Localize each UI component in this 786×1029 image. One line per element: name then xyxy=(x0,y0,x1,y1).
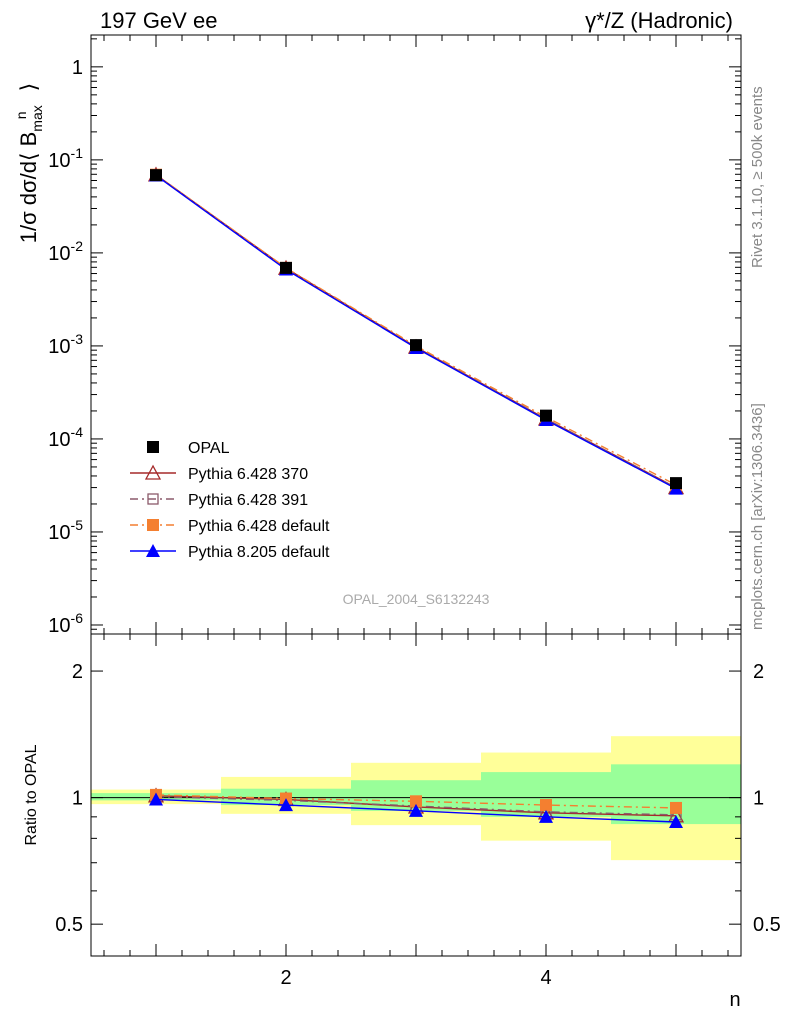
main-point-opal-1 xyxy=(150,169,162,182)
ratio-y-axis-label: Ratio to OPAL xyxy=(23,744,40,845)
main-y-tick-label: 1 xyxy=(72,57,83,79)
x-tick-label-4: 4 xyxy=(540,967,551,989)
ratio-y-tick-label-2: 2 xyxy=(72,661,83,683)
legend-marker-pythia-6-428-default xyxy=(147,519,159,531)
ratio-point-pythia-6-428-default-4 xyxy=(540,799,552,812)
legend-label-pythia-6-428-391: Pythia 6.428 391 xyxy=(188,492,308,509)
legend-label-pythia-8-205-default: Pythia 8.205 default xyxy=(188,544,330,561)
ratio-point-pythia-8-205-default-3 xyxy=(409,803,423,817)
ratio-y-tick-label-right-1: 1 xyxy=(753,788,764,810)
ratio-point-pythia-8-205-default-5 xyxy=(669,814,683,828)
ratio-line-pythia-6-428-default xyxy=(155,794,677,809)
main-y-tick-label: 10-6 xyxy=(48,610,83,637)
x-tick-label-2: 2 xyxy=(280,967,291,989)
main-line-pythia-6-428-default xyxy=(155,174,677,486)
ratio-point-pythia-8-205-default-1 xyxy=(149,792,163,806)
legend-marker-pythia-8-205-default xyxy=(146,544,160,557)
legend-label-opal: OPAL xyxy=(188,440,230,457)
ratio-point-pythia-8-205-default-2 xyxy=(279,798,293,812)
main-y-tick-label: 10-3 xyxy=(48,331,83,358)
ratio-y-tick-label-right-2: 2 xyxy=(753,661,764,683)
legend-label-pythia-6-428-default: Pythia 6.428 default xyxy=(188,518,330,535)
legend: OPAL Pythia 6.428 370 Pythia 6.428 391 Pyth… xyxy=(130,440,330,561)
title-left: 197 GeV ee xyxy=(100,8,217,33)
main-point-opal-5 xyxy=(670,477,682,490)
ratio-point-pythia-8-205-default-4 xyxy=(539,809,553,823)
x-axis-label: n xyxy=(729,989,740,1011)
main-y-axis-label: 1/σ dσ/d⟨ Bmaxn ⟩ xyxy=(13,83,45,244)
legend-label-pythia-6-428-370: Pythia 6.428 370 xyxy=(188,466,308,483)
legend-marker-opal xyxy=(147,441,159,453)
main-line-pythia-6-428-370 xyxy=(155,174,677,489)
legend-marker-pythia-6-428-370 xyxy=(144,464,162,480)
main-point-opal-3 xyxy=(410,339,422,352)
main-line-pythia-6-428-391 xyxy=(155,174,677,489)
analysis-watermark: OPAL_2004_S6132243 xyxy=(343,591,490,607)
ratio-y-tick-label-1: 1 xyxy=(72,788,83,810)
main-point-opal-4 xyxy=(540,409,552,422)
series-layer xyxy=(147,166,685,828)
main-line-pythia-8-205-default xyxy=(155,174,677,490)
main-y-tick-label: 10-2 xyxy=(48,238,83,265)
inner-band-bin-5 xyxy=(611,764,741,825)
axes: 2 4 1 10-1 10-2 10-3 10-4 10-5 10-6 0.5 0.5 1 1 2 2 xyxy=(48,34,781,989)
ratio-point-pythia-6-428-default-3 xyxy=(410,795,422,808)
main-y-tick-label: 10-1 xyxy=(48,145,83,172)
ratio-line-pythia-6-428-391 xyxy=(155,795,677,816)
ratio-y-tick-label-0.5: 0.5 xyxy=(55,914,83,936)
ratio-point-pythia-6-428-default-5 xyxy=(670,801,682,814)
rivet-version-label: Rivet 3.1.10, ≥ 500k events xyxy=(749,86,766,268)
mcplots-label: mcplots.cern.ch [arXiv:1306.3436] xyxy=(749,403,766,630)
main-point-opal-2 xyxy=(280,261,292,274)
legend-marker-pythia-6-428-391 xyxy=(147,493,159,505)
main-y-tick-label: 10-4 xyxy=(48,424,83,451)
ratio-y-tick-label-right-0.5: 0.5 xyxy=(753,914,781,936)
title-right: γ*/Z (Hadronic) xyxy=(585,8,733,33)
main-y-tick-label: 10-5 xyxy=(48,517,83,544)
